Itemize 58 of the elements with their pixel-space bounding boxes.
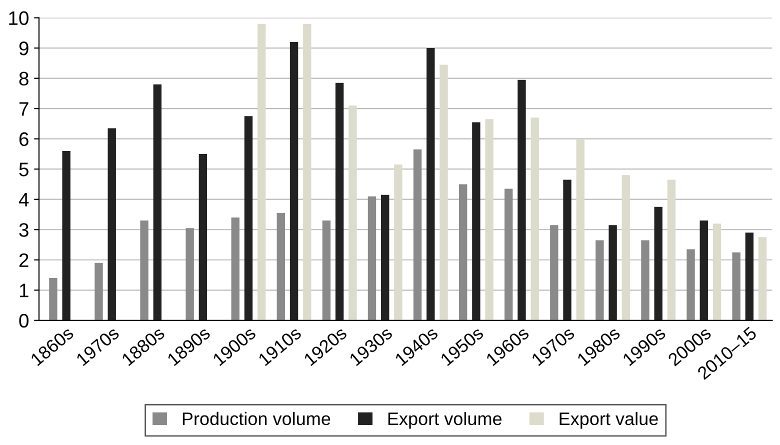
bar [758,237,767,320]
bar [258,24,266,320]
y-tick-label: 9 [19,42,28,56]
y-tick-label: 7 [19,102,28,116]
bar [563,180,572,320]
bar [49,278,58,320]
bar [381,194,390,320]
bar [394,164,402,320]
bar [62,150,70,320]
y-tick-label: 8 [19,72,28,86]
bar [667,180,676,320]
bar [576,138,584,320]
bar [530,118,539,320]
bar [276,212,286,320]
y-tick-label: 2 [19,253,28,267]
bar [745,232,754,320]
bar [186,228,194,320]
bar [244,116,253,320]
bar [641,240,650,320]
bar [458,184,468,320]
bar [622,175,630,320]
bar [686,249,695,320]
bar [108,128,116,320]
bar [290,42,298,320]
bar [303,24,312,320]
bar [700,220,708,320]
bar [153,84,162,320]
y-tick-label: 0 [19,314,29,328]
y-tick-label: 5 [19,162,28,176]
bar [94,262,103,320]
bar [426,48,435,320]
bar [440,64,448,320]
y-tick-label: 3 [19,223,28,237]
bar [348,106,357,320]
y-tick-label: 10 [9,11,29,26]
bar [732,252,740,320]
bar [231,218,240,320]
bar [198,154,208,320]
bar [472,122,480,320]
bar [550,225,558,320]
bar [368,196,376,320]
bar [504,188,513,320]
legend-label: Export volume [388,412,502,429]
bar [413,149,422,320]
bar [140,220,148,320]
bar [518,80,526,320]
bar [485,119,494,320]
bar [654,206,662,320]
y-tick-label: 1 [20,284,28,298]
bar [335,82,344,320]
y-tick-label: 6 [19,132,28,146]
legend-label: Production volume [182,412,330,426]
y-tick-label: 4 [18,193,29,206]
legend-label: Export value [560,412,658,429]
bar [608,225,617,320]
bar [712,224,722,320]
bar [322,220,331,320]
bar [596,240,604,320]
